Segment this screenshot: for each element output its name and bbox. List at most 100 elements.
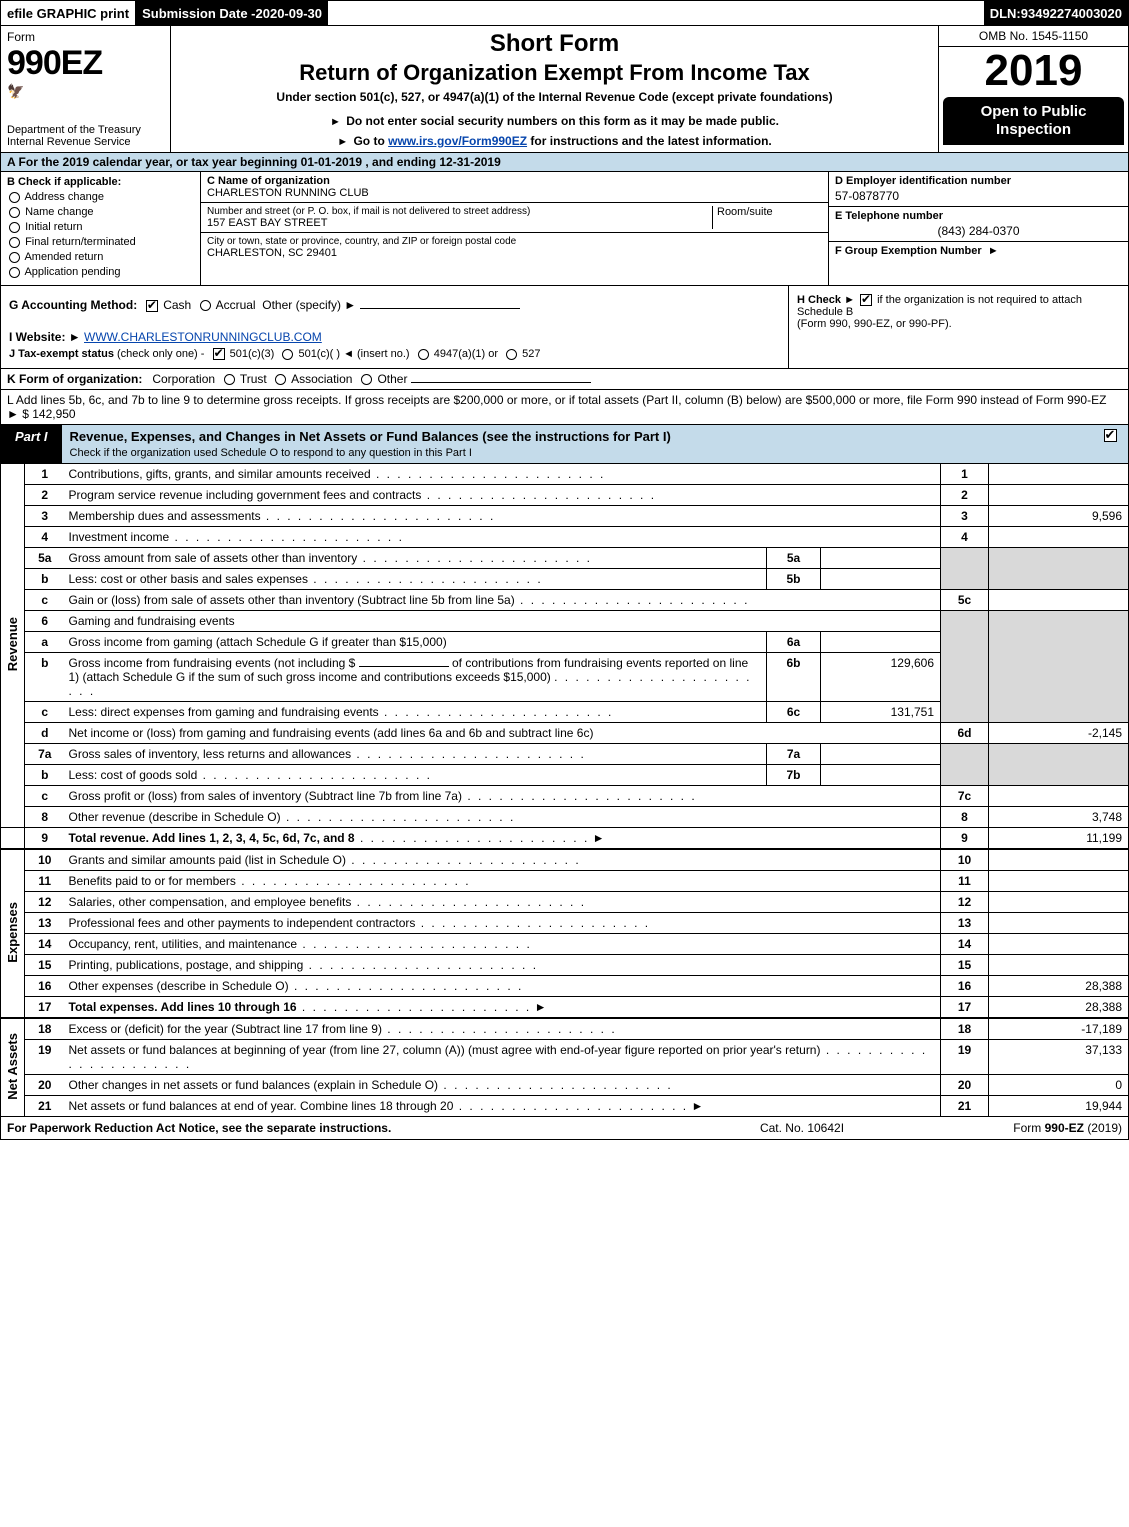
chk-trust[interactable] [224, 374, 235, 385]
chk-name-change[interactable]: Name change [7, 206, 194, 218]
row-box: 10 [941, 849, 989, 871]
form-header: Form 990EZ 🦅 Department of the Treasury … [0, 26, 1129, 153]
j-501c3: 501(c)(3) [230, 348, 275, 360]
short-form-title: Short Form [181, 30, 928, 58]
l-amount: $ 142,950 [22, 407, 75, 421]
part1-checknote: Check if the organization used Schedule … [70, 447, 472, 459]
row-num: b [25, 765, 65, 786]
goto-pre: Go to [353, 134, 388, 148]
chk-4947[interactable] [418, 349, 429, 360]
row-box: 3 [941, 506, 989, 527]
shade-cell [989, 611, 1129, 723]
header-left: Form 990EZ 🦅 Department of the Treasury … [1, 26, 171, 152]
sub-box: 7b [767, 765, 821, 786]
chk-other[interactable] [361, 374, 372, 385]
h-block: H Check ► if the organization is not req… [788, 286, 1128, 368]
dots-icon [355, 831, 590, 845]
j-4947: 4947(a)(1) or [434, 348, 498, 360]
side-netassets: Net Assets [1, 1018, 25, 1117]
row-amt: 37,133 [989, 1040, 1129, 1075]
chk-accrual[interactable] [200, 300, 211, 311]
chk-application-pending[interactable]: Application pending [7, 266, 194, 278]
chk-label: Initial return [25, 221, 82, 233]
ssn-note: Do not enter social security numbers on … [181, 114, 928, 128]
row-amt [989, 934, 1129, 955]
chk-amended-return[interactable]: Amended return [7, 251, 194, 263]
sub-box: 6b [767, 653, 821, 702]
footer-mid: Cat. No. 10642I [702, 1121, 902, 1135]
row-amt: 11,199 [989, 828, 1129, 850]
chk-501c[interactable] [282, 349, 293, 360]
row-num: 6 [25, 611, 65, 632]
side-expenses-label: Expenses [5, 902, 20, 963]
row-desc-6b-1: Gross income from fundraising events (no… [69, 656, 356, 670]
row-box: 6d [941, 723, 989, 744]
g-other-blank[interactable] [360, 308, 520, 309]
row-amt: 9,596 [989, 506, 1129, 527]
row-box: 14 [941, 934, 989, 955]
row-num: a [25, 632, 65, 653]
chk-initial-return[interactable]: Initial return [7, 221, 194, 233]
k-assoc: Association [291, 372, 352, 386]
chk-label: Address change [24, 191, 104, 203]
row-num: 19 [25, 1040, 65, 1075]
row-box: 18 [941, 1018, 989, 1040]
row-box: 12 [941, 892, 989, 913]
chk-h[interactable] [860, 294, 872, 306]
g-cash: Cash [163, 298, 191, 312]
j-note: (check only one) - [117, 348, 204, 360]
l-line: L Add lines 5b, 6c, and 7b to line 9 to … [0, 390, 1129, 425]
row-desc: Less: direct expenses from gaming and fu… [69, 705, 379, 719]
k-other-blank[interactable] [411, 382, 591, 383]
chk-final-return[interactable]: Final return/terminated [7, 236, 194, 248]
eagle-icon: 🦅 [7, 83, 164, 100]
blank-6b[interactable] [359, 666, 449, 667]
ssn-note-text: Do not enter social security numbers on … [346, 114, 779, 128]
dots-icon [351, 895, 586, 909]
f-label: F Group Exemption Number [835, 245, 982, 257]
submission-date: Submission Date - 2020-09-30 [136, 1, 329, 25]
row-amt [989, 485, 1129, 506]
col-c: C Name of organization CHARLESTON RUNNIN… [201, 172, 828, 285]
row-desc: Investment income [69, 530, 170, 544]
dots-icon [357, 551, 592, 565]
website-link[interactable]: WWW.CHARLESTONRUNNINGCLUB.COM [84, 330, 322, 344]
c-city-label: City or town, state or province, country… [207, 236, 822, 247]
under-section: Under section 501(c), 527, or 4947(a)(1)… [181, 90, 928, 104]
row-box: 9 [941, 828, 989, 850]
financials-table: Revenue 1 Contributions, gifts, grants, … [0, 464, 1129, 1117]
c-street-label: Number and street (or P. O. box, if mail… [207, 206, 712, 217]
row-desc: Program service revenue including govern… [69, 488, 422, 502]
chk-schedule-o[interactable] [1104, 429, 1117, 442]
chk-association[interactable] [275, 374, 286, 385]
row-num: b [25, 653, 65, 702]
sub-box: 5a [767, 548, 821, 569]
chk-527[interactable] [506, 349, 517, 360]
row-desc: Benefits paid to or for members [69, 874, 236, 888]
row-amt [989, 786, 1129, 807]
row-desc: Gross income from gaming (attach Schedul… [69, 635, 447, 649]
header-mid: Short Form Return of Organization Exempt… [171, 26, 938, 152]
k-corp: Corporation [152, 372, 215, 386]
row-box: 20 [941, 1075, 989, 1096]
goto-post: for instructions and the latest informat… [530, 134, 771, 148]
i-label: I Website: ► [9, 330, 81, 344]
dots-icon [379, 705, 614, 719]
g-accrual: Accrual [216, 298, 256, 312]
row-desc: Net assets or fund balances at end of ye… [69, 1099, 454, 1113]
j-line: J Tax-exempt status (check only one) - 5… [9, 348, 780, 360]
topbar-spacer [329, 1, 984, 25]
row-num: 4 [25, 527, 65, 548]
g-label: G Accounting Method: [9, 298, 137, 312]
chk-cash[interactable] [146, 300, 158, 312]
dept-line2: Internal Revenue Service [7, 136, 164, 148]
row-amt: 19,944 [989, 1096, 1129, 1117]
chk-label: Final return/terminated [25, 236, 136, 248]
chk-address-change[interactable]: Address change [7, 191, 194, 203]
irs-link[interactable]: www.irs.gov/Form990EZ [388, 134, 527, 148]
sub-val [821, 632, 941, 653]
row-desc: Contributions, gifts, grants, and simila… [69, 467, 371, 481]
row-desc: Grants and similar amounts paid (list in… [69, 853, 346, 867]
chk-501c3[interactable] [213, 348, 225, 360]
efile-label[interactable]: efile GRAPHIC print [1, 1, 136, 25]
